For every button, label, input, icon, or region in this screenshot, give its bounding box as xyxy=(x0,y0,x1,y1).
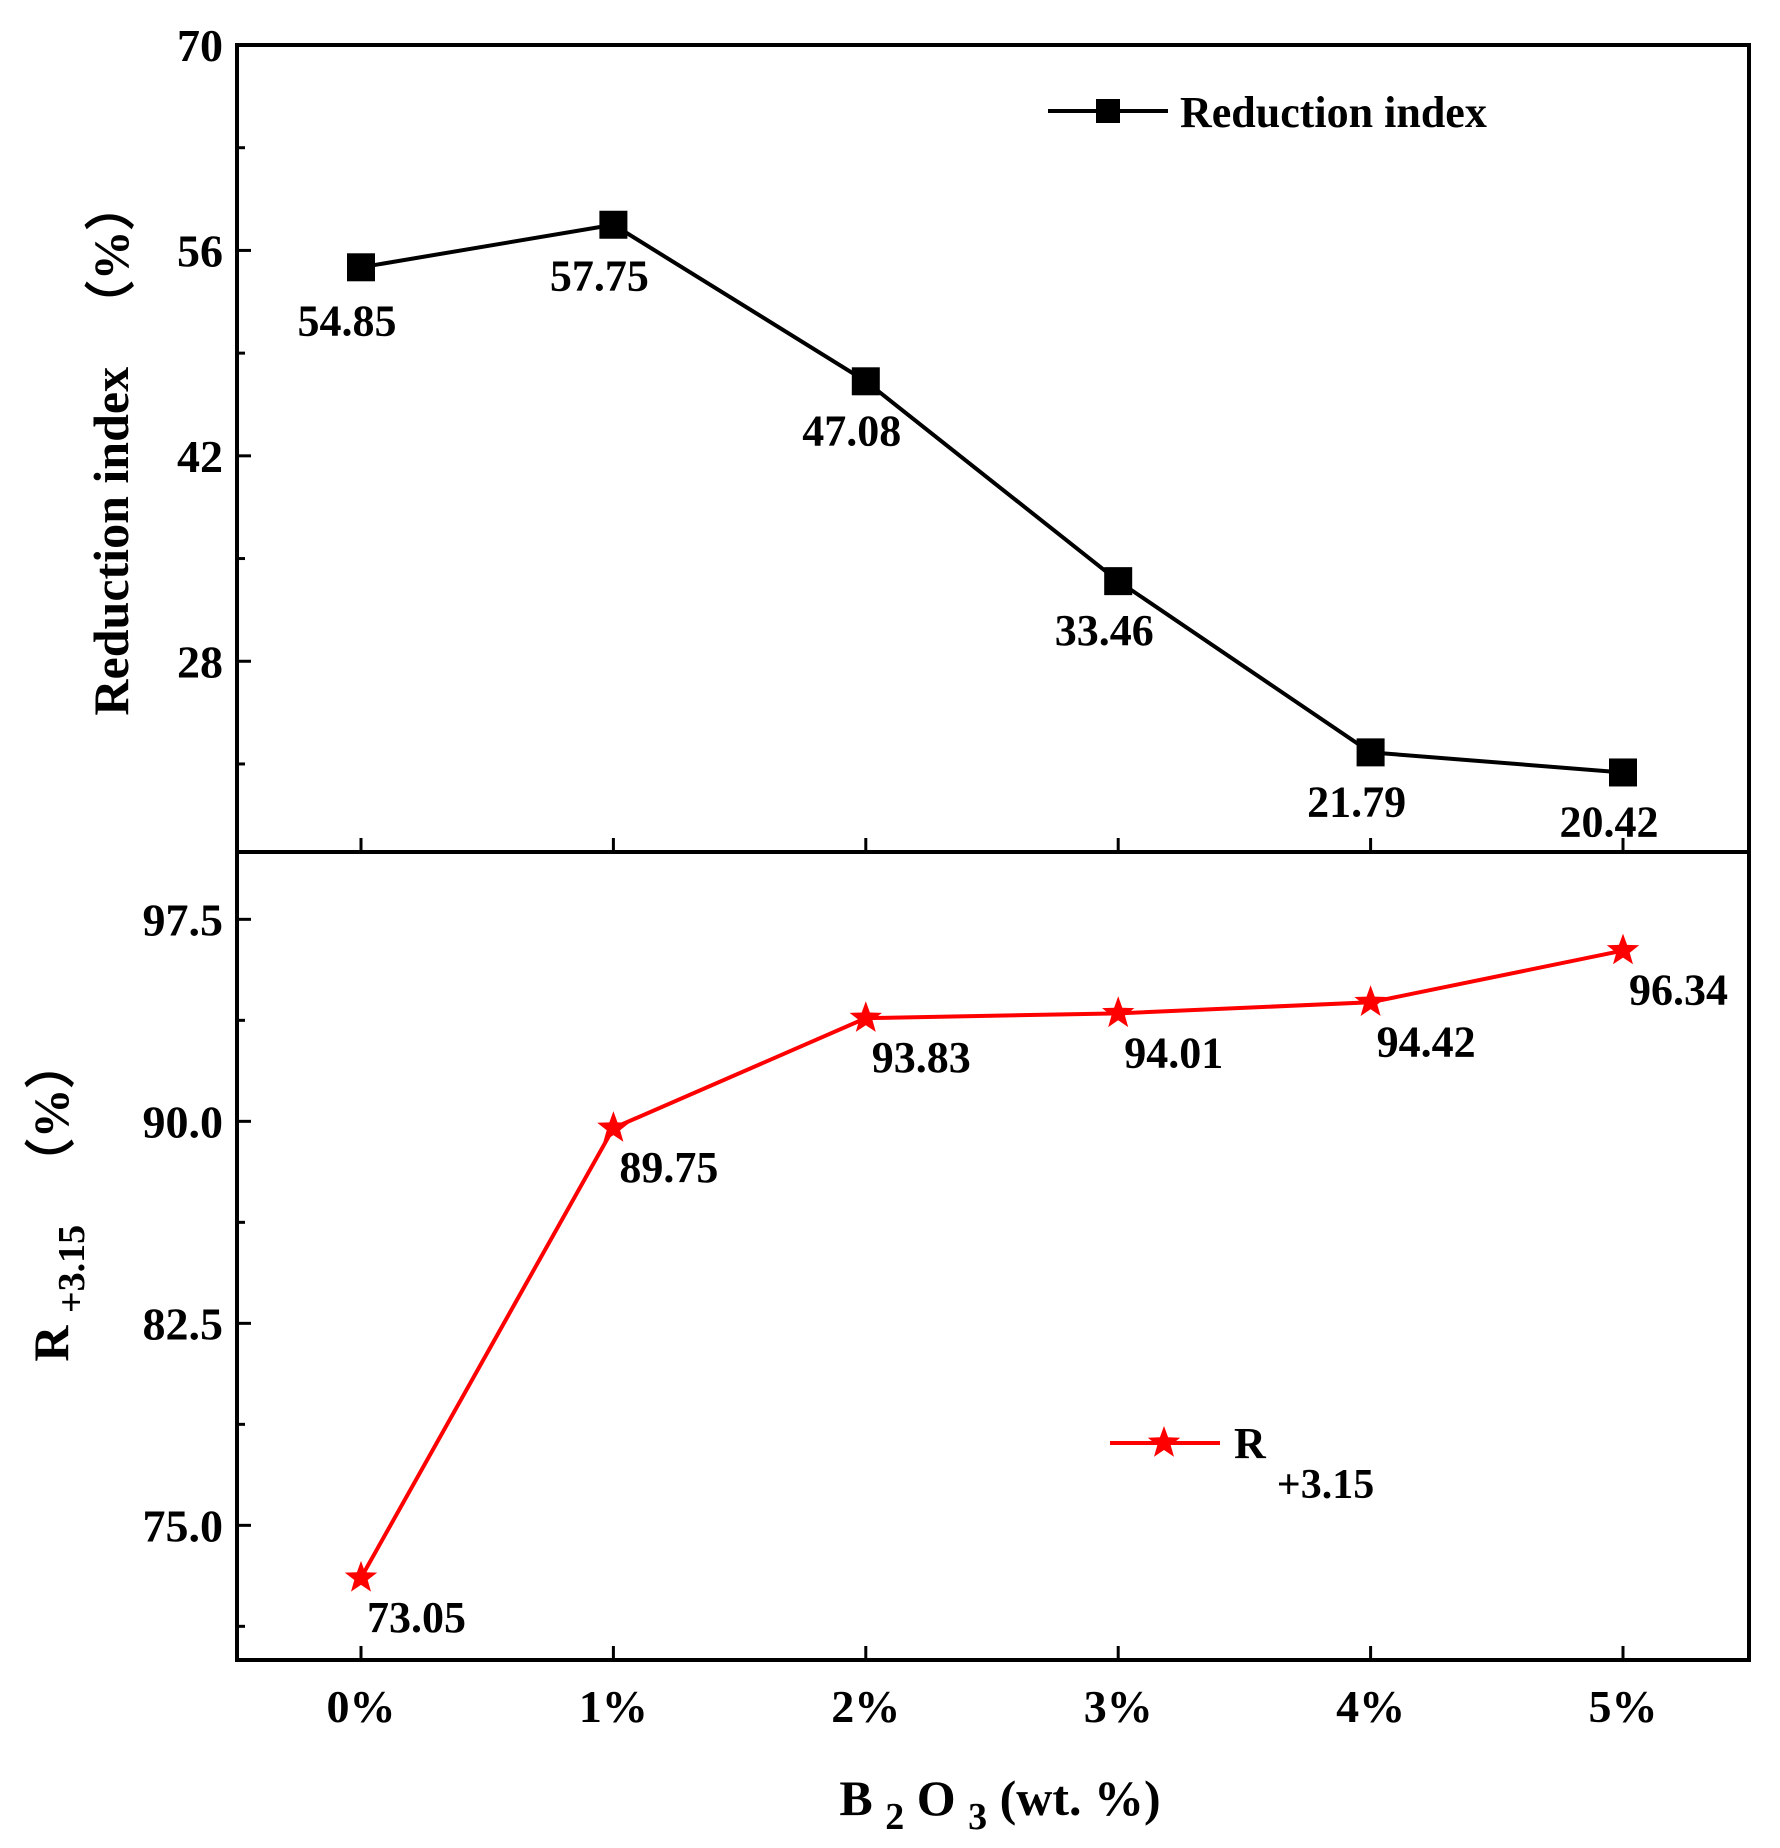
x-tick-label: 4% xyxy=(1336,1681,1405,1732)
top-y-tick-label: 56 xyxy=(177,225,223,276)
top-y-tick-label: 70 xyxy=(177,20,223,71)
bottom-panel-frame xyxy=(235,850,1751,1662)
r315-point xyxy=(1354,985,1387,1016)
r315-point xyxy=(597,1111,630,1142)
bottom-legend-label: R +3.15 xyxy=(1234,1419,1374,1508)
legend-square-marker-icon xyxy=(1096,99,1120,123)
reduction-index-point xyxy=(1104,567,1133,596)
x-axis-title-mid: O xyxy=(917,1770,956,1826)
r315-point xyxy=(1606,933,1640,965)
top-y-tick-label: 28 xyxy=(177,636,223,687)
bottom-y-tick-label: 97.5 xyxy=(143,894,224,945)
bottom-y-axis-title-main: R xyxy=(23,1325,79,1362)
bottom-legend: R +3.15 xyxy=(1110,1419,1374,1508)
reduction-index-point xyxy=(1356,738,1385,767)
x-axis-title-sub1: 2 xyxy=(885,1796,904,1838)
reduction-index-point xyxy=(347,253,375,282)
x-tick-label: 2% xyxy=(831,1681,900,1732)
x-tick-label: 1% xyxy=(579,1681,648,1732)
reduction-index-data-label: 57.75 xyxy=(550,252,649,301)
reduction-index-data-label: 47.08 xyxy=(802,406,901,455)
r315-data-label: 89.75 xyxy=(619,1143,718,1192)
x-axis-ticks: 0% 1% 2% 3% 4% 5% xyxy=(327,838,1658,1732)
reduction-index-data-label: 20.42 xyxy=(1560,797,1659,846)
reduction-index-series xyxy=(347,210,1637,787)
reduction-index-line xyxy=(360,222,1624,775)
r315-line xyxy=(359,948,1624,1579)
reduction-index-data-label: 33.46 xyxy=(1055,606,1154,655)
bottom-y-tick-label: 75.0 xyxy=(143,1500,224,1551)
reduction-index-data-label: 54.85 xyxy=(298,296,397,345)
reduction-index-point xyxy=(1609,758,1637,787)
bottom-legend-label-main: R xyxy=(1234,1419,1267,1468)
top-legend: Reduction index xyxy=(1048,88,1487,137)
x-tick-label: 0% xyxy=(327,1681,396,1732)
x-tick-label: 5% xyxy=(1589,1681,1658,1732)
reduction-index-point xyxy=(851,367,880,396)
reduction-index-labels: 54.85 57.75 47.08 33.46 21.79 20.42 xyxy=(298,252,1659,847)
legend-star-marker-icon xyxy=(1147,1426,1181,1457)
bottom-y-ticks: 75.0 82.5 90.0 97.5 xyxy=(143,894,251,1628)
r315-data-label: 73.05 xyxy=(367,1593,466,1642)
r315-point xyxy=(344,1560,378,1592)
x-axis-title-main: B xyxy=(839,1770,872,1826)
r315-series xyxy=(344,933,1640,1592)
bottom-legend-label-sub: +3.15 xyxy=(1277,1462,1374,1508)
r315-point xyxy=(1102,996,1135,1028)
x-axis-title-sub2: 3 xyxy=(968,1796,987,1838)
top-y-tick-label: 42 xyxy=(177,431,223,482)
top-y-axis-title-main: Reduction index xyxy=(83,367,139,716)
x-axis-title: B 2 O 3 (wt. %) xyxy=(839,1770,1160,1840)
top-y-axis-title: Reduction index （%） xyxy=(83,180,139,715)
bottom-y-tick-label: 90.0 xyxy=(143,1096,224,1147)
r315-data-label: 96.34 xyxy=(1629,966,1728,1015)
bottom-y-axis-title-unit: （%） xyxy=(23,1038,79,1188)
bottom-y-tick-label: 82.5 xyxy=(143,1298,224,1349)
top-y-axis-title-unit: （%） xyxy=(83,180,139,330)
x-axis-title-rest: (wt. %) xyxy=(1000,1770,1161,1826)
reduction-index-point xyxy=(599,210,628,239)
top-legend-label: Reduction index xyxy=(1180,88,1487,137)
bottom-y-axis-title: R +3.15 （%） xyxy=(23,1038,95,1361)
bottom-panel: 75.0 82.5 90.0 97.5 73.05 89.75 93.83 94.01 94.… xyxy=(23,850,1751,1662)
r315-data-label: 94.42 xyxy=(1377,1017,1476,1066)
bottom-y-axis-title-sub: +3.15 xyxy=(51,1225,93,1313)
r315-point xyxy=(849,1001,882,1032)
top-y-ticks: 28 42 56 70 xyxy=(177,20,251,766)
reduction-index-data-label: 21.79 xyxy=(1307,777,1406,826)
r315-labels: 73.05 89.75 93.83 94.01 94.42 96.34 xyxy=(367,966,1728,1642)
r315-data-label: 93.83 xyxy=(872,1033,971,1082)
r315-data-label: 94.01 xyxy=(1124,1028,1223,1077)
x-tick-label: 3% xyxy=(1084,1681,1153,1732)
